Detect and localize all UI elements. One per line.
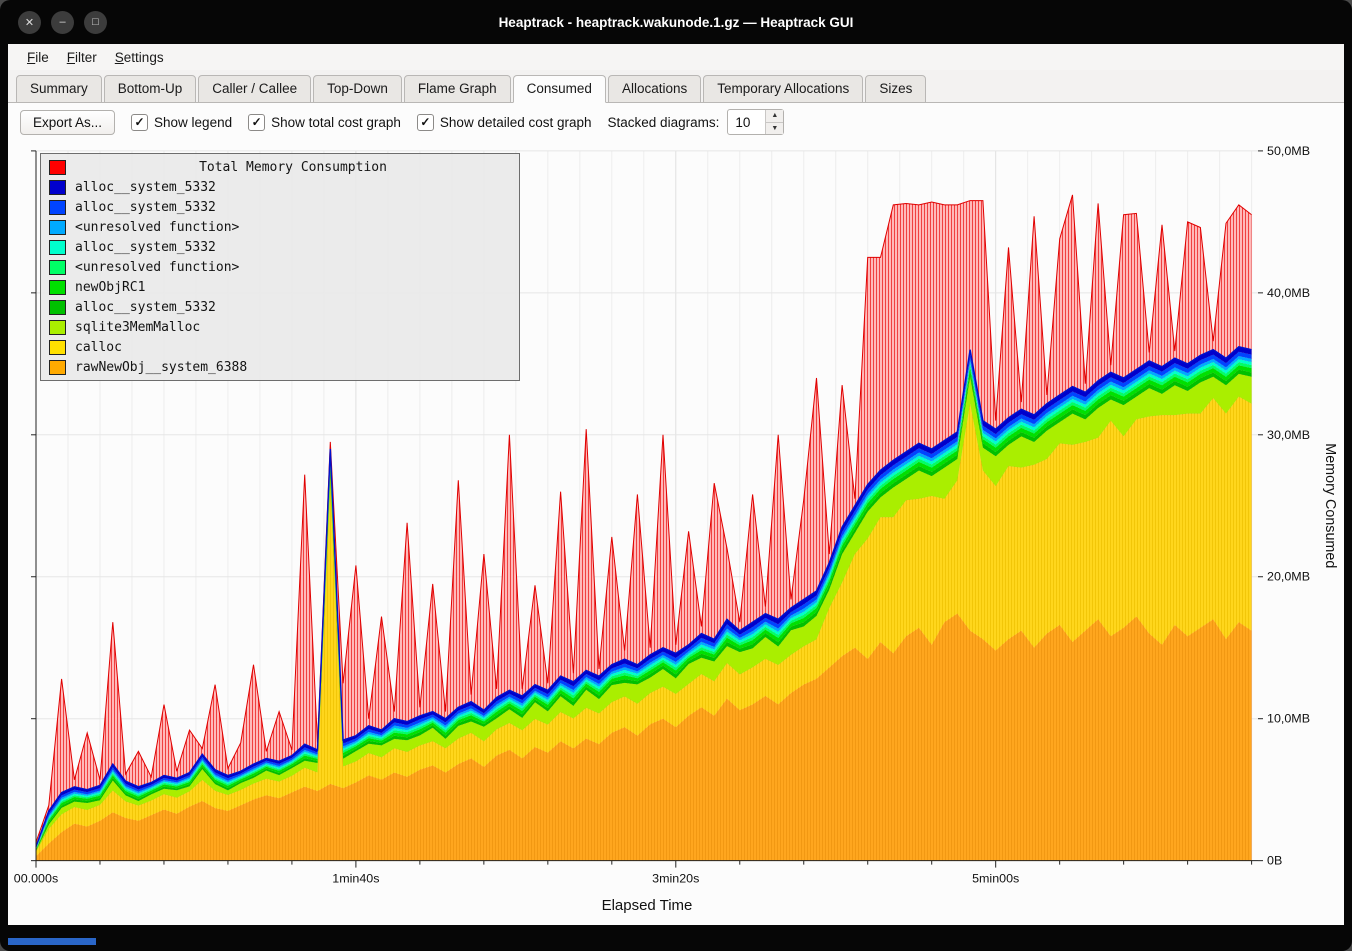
checkbox-box[interactable]: ✓ xyxy=(248,113,266,131)
legend-swatch xyxy=(49,339,66,355)
legend-item: rawNewObj__system_6388 xyxy=(45,357,515,377)
tab-bottom-up[interactable]: Bottom-Up xyxy=(103,75,197,103)
chart-area: 0B 10,0MB 20,0MB 30,0MB 40,0MB 50,0MB 00.000s 1… xyxy=(8,141,1344,925)
legend-label: alloc__system_5332 xyxy=(75,239,216,255)
maximize-button[interactable]: □ xyxy=(84,10,107,34)
spin-down-button[interactable]: ▼ xyxy=(766,122,784,134)
toolbar: Export As... ✓ Show legend ✓ Show total cos… xyxy=(8,103,1344,141)
legend-title: Total Memory Consumption xyxy=(199,159,387,175)
spinbox-buttons: ▲ ▼ xyxy=(765,110,784,134)
legend-swatch xyxy=(49,199,66,215)
legend-swatch xyxy=(49,319,66,335)
legend-label: newObjRC1 xyxy=(75,279,146,295)
legend-item: alloc__system_5332 xyxy=(45,177,515,197)
x-tick-label: 3min20s xyxy=(652,871,699,885)
legend-item: alloc__system_5332 xyxy=(45,297,515,317)
titlebar[interactable]: ✕ – □ Heaptrack - heaptrack.wakunode.1.g… xyxy=(0,0,1352,44)
minimize-button[interactable]: – xyxy=(51,10,74,34)
menubar: File Filter Settings xyxy=(8,44,1344,70)
checkbox-show-detailed-cost-graph[interactable]: ✓ Show detailed cost graph xyxy=(416,113,592,131)
legend-swatch xyxy=(49,239,66,255)
stacked-diagrams-control: Stacked diagrams: 10 ▲ ▼ xyxy=(608,109,785,135)
menu-settings[interactable]: Settings xyxy=(114,49,164,65)
memory-consumption-chart: 0B 10,0MB 20,0MB 30,0MB 40,0MB 50,0MB 00.000s 1… xyxy=(14,144,1338,914)
checkbox-show-total-cost-graph[interactable]: ✓ Show total cost graph xyxy=(248,113,401,131)
checkbox-box[interactable]: ✓ xyxy=(131,113,149,131)
tab-summary[interactable]: Summary xyxy=(16,75,102,103)
checkbox-show-legend[interactable]: ✓ Show legend xyxy=(131,113,233,131)
tab-bar: Summary Bottom-Up Caller / Callee Top-Down F… xyxy=(8,70,1344,103)
spin-up-button[interactable]: ▲ xyxy=(766,110,784,123)
x-axis-title: Elapsed Time xyxy=(602,897,693,914)
export-as-button[interactable]: Export As... xyxy=(20,109,116,135)
legend-label: alloc__system_5332 xyxy=(75,179,216,195)
legend-swatch xyxy=(49,359,66,375)
legend-item: sqlite3MemMalloc xyxy=(45,317,515,337)
checkbox-label: Show detailed cost graph xyxy=(439,114,592,130)
legend-item: calloc xyxy=(45,337,515,357)
stacked-diagrams-spinbox[interactable]: 10 ▲ ▼ xyxy=(727,109,785,135)
x-tick-label: 00.000s xyxy=(14,871,58,885)
y-tick-label: 0B xyxy=(1267,854,1282,868)
bottom-progress-strip xyxy=(8,938,96,945)
close-button[interactable]: ✕ xyxy=(18,10,41,34)
checkbox-label: Show legend xyxy=(154,114,233,130)
legend-item: <unresolved function> xyxy=(45,257,515,277)
y-tick-label: 50,0MB xyxy=(1267,144,1310,158)
legend-title-swatch xyxy=(49,159,66,175)
y-tick-label: 40,0MB xyxy=(1267,286,1310,300)
legend-item: <unresolved function> xyxy=(45,217,515,237)
legend-swatch xyxy=(49,279,66,295)
legend-swatch xyxy=(49,299,66,315)
chart-legend: Total Memory Consumption alloc__system_5… xyxy=(40,153,520,381)
legend-label: alloc__system_5332 xyxy=(75,299,216,315)
tab-caller-callee[interactable]: Caller / Callee xyxy=(198,75,312,103)
y-tick-label: 20,0MB xyxy=(1267,570,1310,584)
tab-flame-graph[interactable]: Flame Graph xyxy=(403,75,511,103)
tab-sizes[interactable]: Sizes xyxy=(865,75,927,103)
window-title: Heaptrack - heaptrack.wakunode.1.gz — He… xyxy=(498,14,854,30)
legend-items: alloc__system_5332 alloc__system_5332 <unr… xyxy=(45,177,515,377)
legend-title-row: Total Memory Consumption xyxy=(45,157,515,177)
menu-file[interactable]: File xyxy=(27,49,49,65)
legend-label: alloc__system_5332 xyxy=(75,199,216,215)
legend-item: alloc__system_5332 xyxy=(45,197,515,217)
y-axis-title: Memory Consumed xyxy=(1322,443,1338,568)
y-tick-label: 30,0MB xyxy=(1267,428,1310,442)
x-tick-label: 1min40s xyxy=(332,871,379,885)
legend-item: alloc__system_5332 xyxy=(45,237,515,257)
tab-top-down[interactable]: Top-Down xyxy=(313,75,402,103)
tab-consumed[interactable]: Consumed xyxy=(512,75,606,103)
legend-label: calloc xyxy=(75,339,122,355)
legend-swatch xyxy=(49,219,66,235)
spinbox-value[interactable]: 10 xyxy=(735,114,751,130)
x-tick-label: 5min00s xyxy=(972,871,1019,885)
checkbox-box[interactable]: ✓ xyxy=(416,113,434,131)
legend-label: rawNewObj__system_6388 xyxy=(75,359,248,375)
y-tick-label: 10,0MB xyxy=(1267,712,1310,726)
tab-temporary-allocations[interactable]: Temporary Allocations xyxy=(703,75,864,103)
window-controls: ✕ – □ xyxy=(18,10,107,34)
legend-swatch xyxy=(49,259,66,275)
legend-label: sqlite3MemMalloc xyxy=(75,319,201,335)
checkbox-group: ✓ Show legend ✓ Show total cost graph ✓ Show … xyxy=(131,113,592,131)
checkbox-label: Show total cost graph xyxy=(271,114,401,130)
stacked-diagrams-label: Stacked diagrams: xyxy=(607,114,720,130)
legend-swatch xyxy=(49,179,66,195)
tab-allocations[interactable]: Allocations xyxy=(607,75,702,103)
legend-label: <unresolved function> xyxy=(75,219,240,235)
legend-item: newObjRC1 xyxy=(45,277,515,297)
menu-filter[interactable]: Filter xyxy=(66,49,97,65)
window-content: File Filter Settings Summary Bottom-Up Calle… xyxy=(8,44,1344,925)
legend-label: <unresolved function> xyxy=(75,259,240,275)
